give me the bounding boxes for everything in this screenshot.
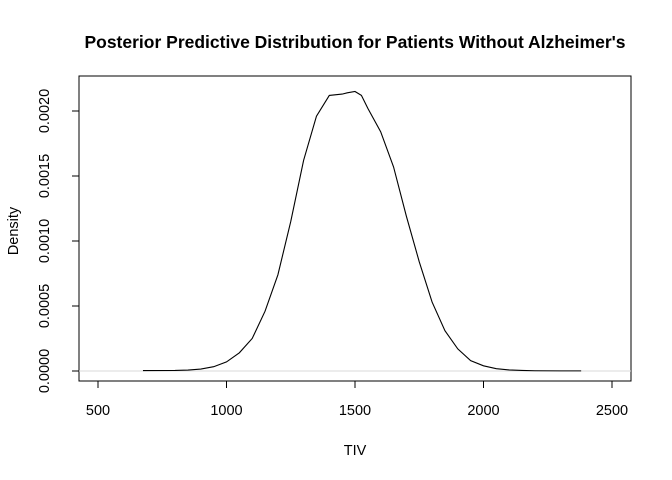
density-curve (142, 90, 582, 372)
y-tick-label: 0.0010 (37, 219, 53, 263)
x-tick-label: 2000 (467, 403, 499, 419)
x-axis-label: TIV (344, 443, 367, 459)
x-tick-label: 500 (86, 403, 110, 419)
y-axis: 0.0000 0.0005 0.0010 0.0015 0.0020 (37, 89, 80, 393)
chart-title: Posterior Predictive Distribution for Pa… (84, 32, 625, 52)
x-tick-label: 1000 (210, 403, 242, 419)
plot-frame (78, 75, 632, 382)
x-tick-label: 1500 (339, 403, 371, 419)
y-tick-label: 0.0020 (37, 89, 53, 133)
y-tick-label: 0.0005 (37, 284, 53, 328)
y-axis-label: Density (6, 206, 22, 255)
x-tick-label: 2500 (596, 403, 628, 419)
y-tick-label: 0.0000 (37, 349, 53, 393)
y-tick-label: 0.0015 (37, 154, 53, 198)
x-axis: 500 1000 1500 2000 2500 (86, 380, 628, 419)
